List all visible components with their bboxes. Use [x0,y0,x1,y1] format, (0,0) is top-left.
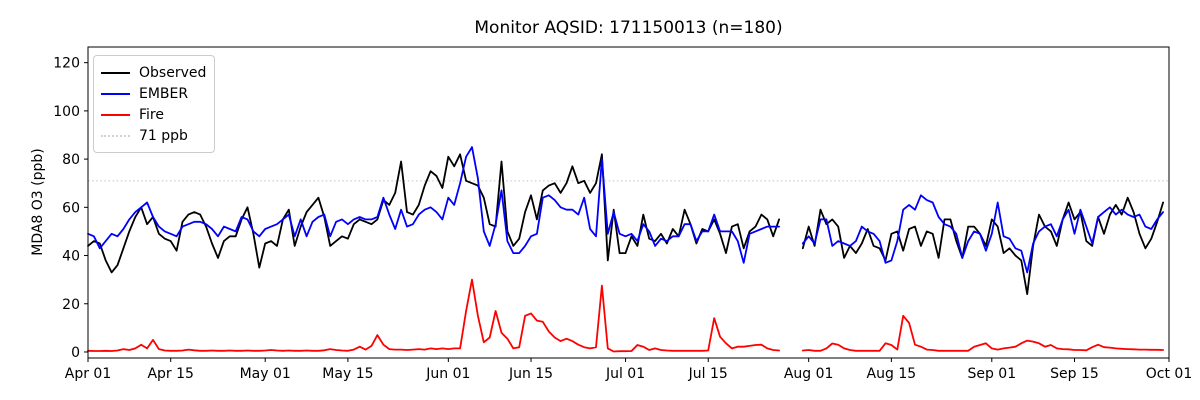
legend-swatch-ember [101,92,130,95]
x-tick-label: Aug 15 [867,366,917,382]
legend-label: 71 ppb [139,127,188,144]
legend-item-71-ppb: 71 ppb [101,125,206,146]
x-tick-label: Sep 15 [1050,366,1099,382]
legend-label: Observed [139,64,207,81]
legend-swatch-71-ppb [101,134,130,137]
x-tick-label: Jun 15 [508,366,553,382]
legend: Observed EMBER Fire 71 ppb [93,55,215,153]
y-axis-label: MDA8 O3 (ppb) [30,148,46,256]
y-tick-label: 80 [62,152,80,168]
x-tick-label: Oct 01 [1146,366,1192,382]
x-tick-label: Sep 01 [967,366,1016,382]
x-tick-label: Apr 01 [65,366,111,382]
y-tick-label: 120 [53,56,80,72]
x-tick-label: Jul 15 [688,366,728,382]
x-tick-label: May 15 [322,366,373,382]
plot-border [87,46,1170,359]
x-tick-label: May 01 [240,366,291,382]
x-tick-label: Aug 01 [784,366,834,382]
x-tick-label: Jun 01 [425,366,470,382]
legend-swatch-observed [101,71,130,74]
legend-label: EMBER [139,85,189,102]
series-fire [87,278,1164,353]
y-tick-label: 20 [62,297,80,313]
chart-title: Monitor AQSID: 171150013 (n=180) [474,18,783,38]
legend-item-fire: Fire [101,104,206,125]
series-ember [87,146,1164,274]
x-tick-label: Apr 15 [147,366,193,382]
legend-item-observed: Observed [101,62,206,83]
x-tick-label: Jul 01 [605,366,645,382]
y-tick-label: 100 [53,104,80,120]
y-tick-label: 0 [71,345,80,361]
legend-swatch-fire [101,113,130,116]
legend-label: Fire [139,106,164,123]
y-tick-label: 60 [62,200,80,216]
legend-item-ember: EMBER [101,83,206,104]
y-tick-label: 40 [62,249,80,265]
